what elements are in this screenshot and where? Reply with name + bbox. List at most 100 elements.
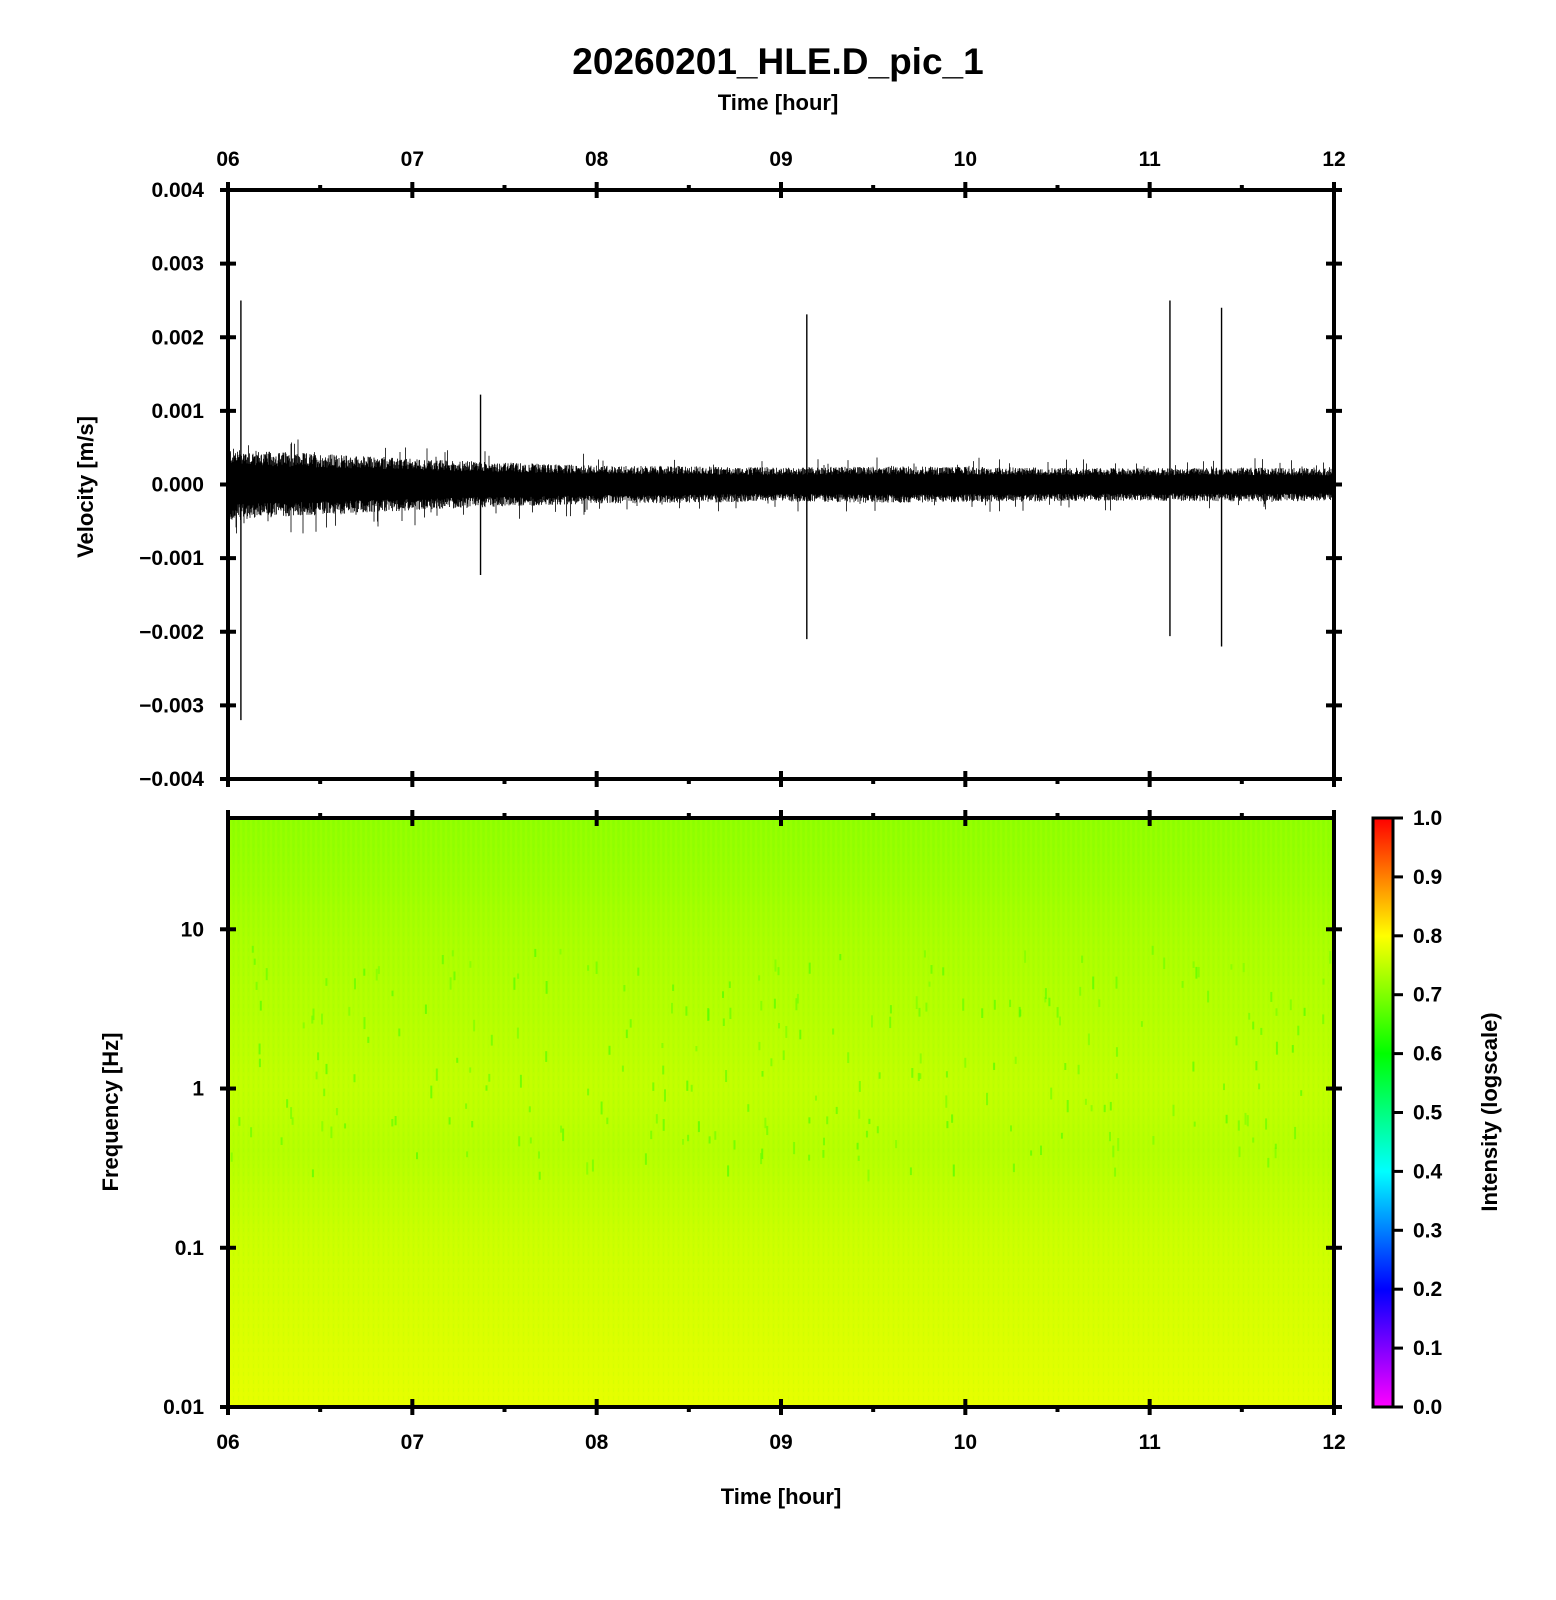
x-tick-label: 11 [1139,1431,1162,1454]
spectrogram-cell [1115,976,1118,989]
spectrogram-cell [1098,999,1101,1007]
spectrogram-cell [686,1080,689,1091]
spectrogram-cell [652,1082,655,1091]
spectrogram-cell [1235,1036,1238,1046]
y-tick-label: 1 [192,1078,204,1101]
spectrogram-cell [354,978,356,990]
spectrogram-cell [1014,1056,1017,1064]
spectrogram-cell [1059,1016,1061,1026]
spectrogram-cell [325,978,328,986]
y-tick-label: −0.004 [139,768,204,791]
spectrogram-cell [650,1130,653,1140]
spectrogram-cell [290,1107,293,1119]
spectrogram-cell [727,1165,730,1177]
colorbar-tick-label: 0.4 [1413,1160,1443,1183]
spectrogram-cell [250,1127,253,1138]
spectrogram-cell [629,1019,632,1028]
colorbar-tick-label: 0.2 [1413,1278,1442,1301]
bottom-x-axis-label: Time [hour] [721,1484,842,1509]
spectrogram-cell [1048,997,1051,1007]
spectrogram-cell [391,990,394,997]
spectrogram-cell [764,1117,767,1129]
spectrogram-cell [516,1027,519,1039]
top-x-axis-label: Time [hour] [718,90,839,115]
spectrogram-cell [839,954,842,961]
spectrogram-cell [1322,1014,1325,1025]
spectrogram-cell [353,1074,356,1083]
spectrogram-cell [808,962,811,974]
spectrogram-cell [1163,957,1166,970]
spectrogram-cell [822,1150,825,1158]
spectrogram-cell [878,1072,881,1079]
spectrogram-cell [725,1070,728,1083]
spectrogram-cell [1172,1104,1175,1117]
spectrogram-cell [835,1106,838,1115]
spectrogram-cell [1207,990,1210,1003]
spectrogram-cell [265,968,268,981]
spectrogram-cell [981,1008,984,1018]
spectrogram-cell [1267,1157,1270,1168]
spectrogram-cell [1193,1121,1196,1127]
spectrogram-cell [435,1068,438,1081]
spectrogram-cell [286,1099,289,1108]
spectrogram-cell [1223,1083,1225,1091]
spectrogram-cell [857,1155,860,1161]
spectrogram-cell [871,1015,873,1028]
x-tick-label: 11 [1139,148,1162,171]
colorbar-tick-label: 0.7 [1413,984,1442,1007]
spectrogram-cell [832,1028,835,1035]
y-tick-label: −0.002 [139,621,204,644]
spectrogram-cell [485,1085,488,1091]
spectrogram-cell [1012,1163,1015,1173]
spectrogram-cell [323,1088,326,1097]
spectrogram-cell [1255,1061,1258,1071]
spectrogram-cell [722,1018,725,1026]
spectrogram-cell [302,1022,305,1029]
spectrogram-cell [778,1023,780,1029]
spectrogram-cell [993,1062,996,1070]
spectrogram-cell [795,998,798,1011]
spectrogram-cell [529,1137,532,1144]
spectrogram-cell [1115,1073,1118,1079]
spectrogram-cell [1274,1147,1277,1159]
spectrogram-cell [1270,991,1273,1002]
spectrogram-cell [1066,1100,1069,1113]
spectrogram-cell [315,1071,318,1080]
spectrogram-cell [608,1045,611,1055]
spectrogram-ticks: 06 07 08 09 10 11 12 10 1 0.1 0.01 [163,810,1346,1454]
spectrogram-cell [473,1019,476,1032]
spectrogram-cell [330,1126,333,1139]
spectrogram-cell [469,1067,472,1073]
spectrogram-cell [465,1103,468,1109]
spectrogram-cell [1197,967,1200,978]
colorbar-tick-label: 0.5 [1413,1102,1443,1125]
spectrogram-cell [637,967,640,976]
spectrogram-cell [1109,1101,1112,1111]
spectrogram-cell [606,1117,609,1125]
spectrogram-cell [1322,978,1325,985]
colorbar-tick-label: 0.6 [1413,1043,1442,1066]
spectrogram-cell [1112,1145,1115,1158]
spectrogram-cell [858,1109,861,1119]
spectrogram-cell [456,1057,459,1063]
spectrogram-cell [1274,1143,1277,1149]
spectrogram-cell [945,1095,948,1108]
x-tick-label: 07 [401,148,424,171]
spectrogram-cell [1275,1008,1278,1016]
spectrogram-cell [1195,966,1198,979]
spectrogram-cell [1289,999,1292,1011]
y-tick-label: 0.01 [163,1396,204,1419]
spectrogram-cell [1030,1150,1033,1156]
x-tick-label: 07 [401,1431,424,1454]
spectrogram-cell [1291,1045,1294,1053]
spectrogram-cell [867,1169,870,1182]
spectrogram-cell [517,973,520,979]
spectrogram-cell [238,1117,241,1126]
x-tick-label: 09 [769,1431,792,1454]
x-tick-label: 10 [954,148,977,171]
spectrogram-cell [1329,951,1332,964]
spectrogram-cell [655,1114,658,1124]
spectrogram-cell [1151,945,1154,955]
